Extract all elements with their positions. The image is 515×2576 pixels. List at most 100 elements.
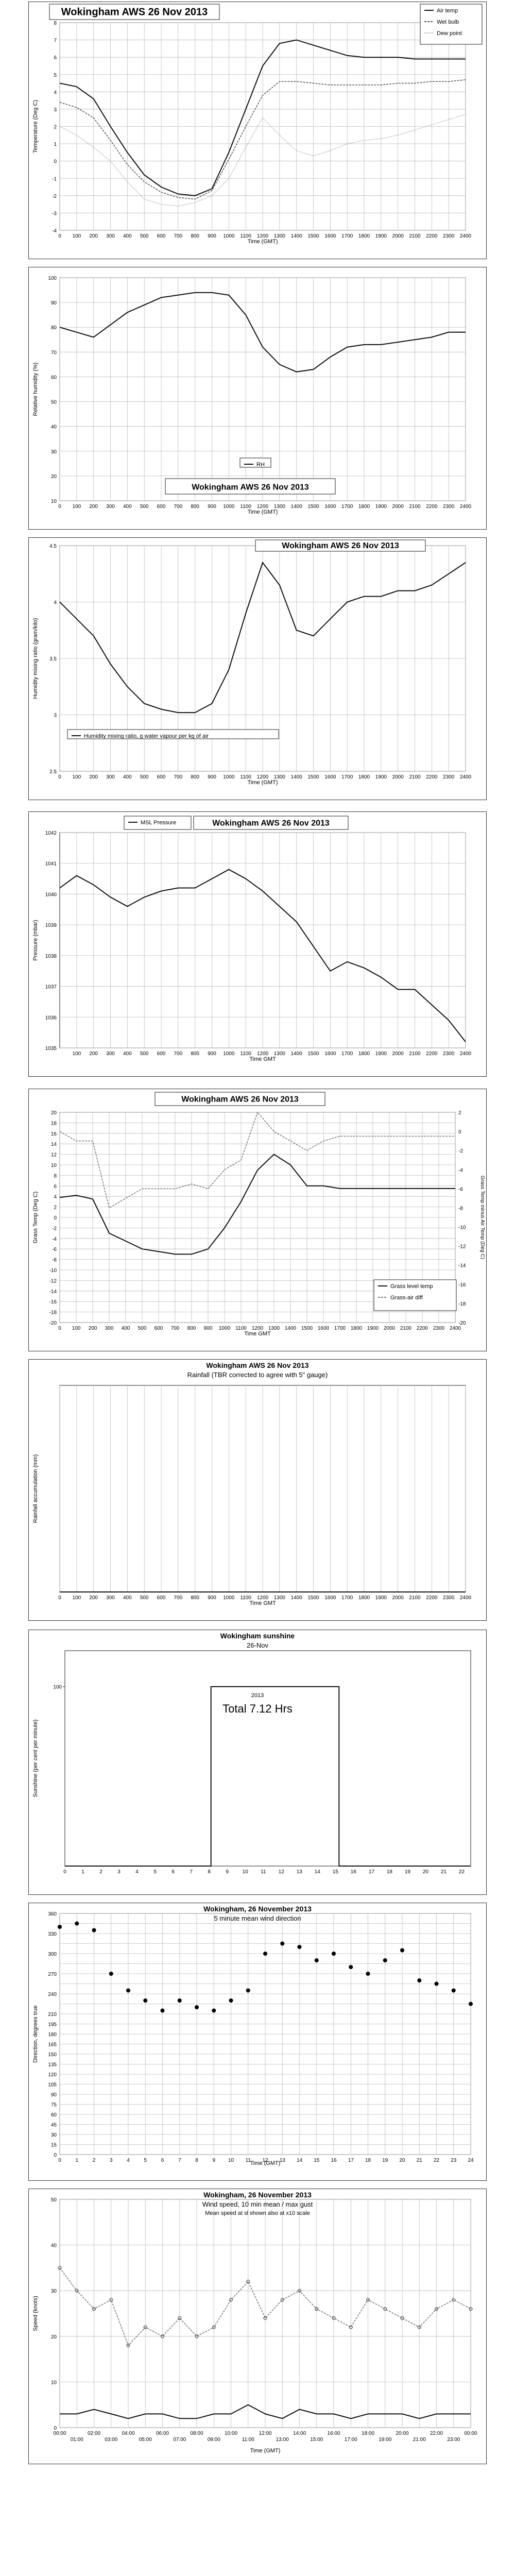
x-tick-label: 100 (72, 1595, 81, 1601)
x-tick-label: 300 (106, 774, 115, 780)
x-tick-label: 20 (423, 1869, 429, 1875)
x-tick-label: 14:00 (293, 2431, 306, 2436)
x-axis-label: Time GMT (249, 1600, 276, 1606)
y-tick-label: 20 (51, 1110, 57, 1116)
x-tick-label: 2300 (443, 1595, 455, 1601)
x-tick-label: 1500 (307, 1595, 319, 1601)
x-tick-label: 1300 (274, 1051, 286, 1057)
y-tick-label: 30 (51, 2289, 57, 2294)
legend-label: Air temp (437, 8, 458, 14)
x-tick-label: 1500 (307, 504, 319, 510)
y-tick-label: 210 (48, 2012, 57, 2018)
x-tick-label: 21 (441, 1869, 447, 1875)
y-tick-label: 240 (48, 1992, 57, 1997)
x-tick-label: 800 (191, 504, 199, 510)
x-tick-label: 600 (157, 233, 166, 239)
x-tick-label: 0 (58, 504, 61, 510)
rainfall-panel: 0 100 200 300 400 500 600 700 800 900 1000 1100 1200… (28, 1359, 487, 1621)
y-tick-label: 80 (51, 325, 57, 331)
x-tick-label: 2400 (460, 1595, 472, 1601)
y-tick-label: 195 (48, 2022, 57, 2028)
y-tick-label: 8 (54, 21, 57, 26)
data-point (298, 2289, 301, 2293)
wind-speed-panel: 00:00 01:00 02:00 03:00 04:00 05:00 06:00 07:00… (28, 2189, 487, 2464)
x-tick-label: 2100 (409, 774, 421, 780)
x-tick-label: 20:00 (396, 2431, 408, 2436)
x-tick-label: 2000 (384, 1326, 396, 1331)
series-line (59, 869, 466, 1042)
x-axis-label: Time (GMT) (248, 509, 278, 515)
data-point (109, 2298, 113, 2302)
legend-box (67, 729, 279, 739)
data-point (212, 2008, 216, 2013)
x-tick-label: 1700 (341, 1595, 353, 1601)
x-tick-label: 2400 (460, 1051, 472, 1057)
data-point (161, 2334, 164, 2338)
x-tick-label: 1800 (351, 1326, 363, 1331)
x-tick-label: 9 (226, 1869, 229, 1875)
x-tick-label: 1100 (240, 774, 251, 780)
y-tick-label: 60 (51, 2112, 57, 2118)
x-tick-label: 8 (195, 2158, 198, 2163)
legend-box (239, 457, 271, 468)
y2-tick-label: -20 (458, 1320, 466, 1326)
x-tick-label: 1800 (358, 233, 370, 239)
x-tick-label: 900 (208, 774, 216, 780)
x-tick-label: 300 (106, 1595, 115, 1601)
data-point (400, 1948, 404, 1953)
x-tick-label: 500 (140, 233, 149, 239)
data-point (417, 1978, 422, 1982)
x-tick-label: 2300 (443, 1051, 455, 1057)
data-point (246, 1988, 250, 1993)
y-axis-label: Sunshine (per cent per minute) (32, 1719, 39, 1797)
x-tick-label: 18 (387, 1869, 393, 1875)
y-tick-label: 360 (48, 1911, 57, 1917)
y-tick-label: -8 (52, 1258, 57, 1263)
chart-subtitle: Rainfall (TBR corrected to agree with 5"… (187, 1371, 328, 1379)
x-tick-label: 2400 (450, 1326, 461, 1331)
y-tick-label: 180 (48, 2032, 57, 2038)
x-tick-label: 24 (468, 2158, 474, 2163)
x-tick-label: 0 (63, 1869, 66, 1875)
humidity-panel: 0 100 200 300 400 500 600 700 800 900 1000 1100 1200… (28, 267, 487, 530)
chart-title: Wokingham AWS 26 Nov 2013 (282, 541, 399, 550)
y-tick-label: -12 (49, 1278, 57, 1284)
y-tick-label: 7 (54, 38, 57, 44)
y-tick-label: 10 (51, 1163, 57, 1168)
data-point (177, 1998, 182, 2003)
y-tick-label: 75 (51, 2103, 57, 2108)
y-tick-label: 0 (54, 2153, 57, 2158)
x-tick-label: 2000 (392, 1051, 404, 1057)
y-tick-label: 1036 (45, 1015, 57, 1021)
x-tick-label: 1400 (291, 774, 303, 780)
chart-title: Wokingham AWS 26 Nov 2013 (61, 7, 208, 18)
y-tick-label: 40 (51, 2243, 57, 2249)
x-tick-label: 1600 (324, 774, 336, 780)
data-point (126, 1988, 130, 1993)
x-tick-label: 100 (72, 504, 81, 510)
x-tick-label: 1200 (257, 1051, 269, 1057)
x-tick-label: 1100 (240, 1051, 251, 1057)
series-line (59, 561, 466, 714)
x-tick-label: 1600 (324, 1595, 336, 1601)
x-tick-label: 600 (157, 1595, 166, 1601)
y2-tick-label: -8 (458, 1206, 463, 1211)
chart-subtitle: Wind speed, 10 min mean / max gust (202, 2200, 313, 2208)
x-tick-label: 400 (123, 504, 132, 510)
data-point (229, 2298, 233, 2302)
x-tick-label: 1300 (274, 1595, 286, 1601)
x-tick-label: 20 (399, 2158, 405, 2163)
y-tick-label: -4 (52, 1236, 57, 1242)
y-tick-label: 135 (48, 2062, 57, 2068)
x-tick-label: 500 (140, 1595, 149, 1601)
x-tick-label: 2100 (409, 233, 421, 239)
x-axis-label: Time (GMT) (250, 2448, 281, 2454)
x-tick-label: 21:00 (413, 2437, 426, 2443)
x-tick-label: 1200 (257, 233, 269, 239)
legend-box (373, 1279, 457, 1311)
y-tick-label: 6 (54, 55, 57, 61)
y-tick-label: 2.5 (49, 769, 57, 775)
y-axis-label: Relative humidity (%) (32, 363, 39, 416)
x-tick-label: 300 (106, 233, 115, 239)
y-axis-label: Humidity mixing ratio (gram/kilo) (32, 618, 39, 699)
